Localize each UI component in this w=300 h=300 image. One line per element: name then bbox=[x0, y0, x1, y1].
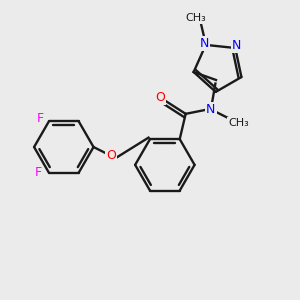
Text: O: O bbox=[155, 91, 165, 104]
Text: CH₃: CH₃ bbox=[185, 13, 206, 23]
Text: N: N bbox=[200, 37, 209, 50]
Text: N: N bbox=[206, 103, 216, 116]
Text: CH₃: CH₃ bbox=[228, 118, 249, 128]
Text: N: N bbox=[232, 38, 242, 52]
Text: F: F bbox=[37, 112, 44, 125]
Text: F: F bbox=[35, 166, 42, 179]
Text: O: O bbox=[106, 149, 116, 162]
